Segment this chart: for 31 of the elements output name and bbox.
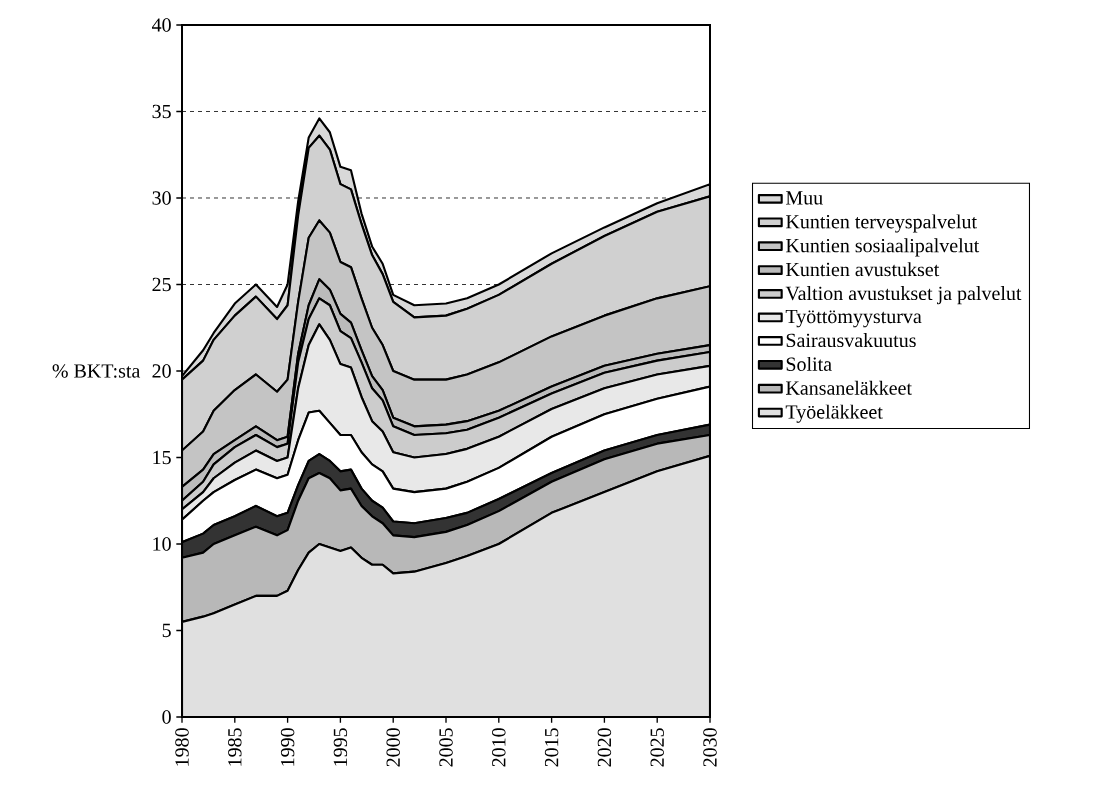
legend-label: Solita — [786, 356, 832, 371]
legend-label: Kuntien terveyspalvelut — [785, 214, 977, 233]
y-tick-label: 40 — [152, 18, 171, 32]
legend-label: Kansaneläkkeet — [785, 380, 912, 395]
y-tick-label: 0 — [162, 710, 171, 724]
x-tick-label: 2015 — [544, 728, 559, 767]
y-tick-label: 25 — [152, 277, 171, 292]
legend-label: Sairausvakuutus — [786, 333, 916, 348]
y-tick-label: 10 — [153, 537, 171, 551]
legend-label: Kuntien avustukset — [785, 262, 940, 277]
legend-label: Valtion avustukset ja palvelut — [785, 286, 1022, 305]
legend-label: Työttömyysturva — [785, 309, 922, 328]
y-tick-label: 15 — [153, 450, 171, 465]
x-tick-label: 2000 — [386, 728, 400, 767]
y-tick-label: 20 — [152, 364, 171, 378]
y-axis-title: % BKT:sta — [52, 364, 141, 378]
y-tick-label: 35 — [152, 104, 171, 119]
x-tick-label: 2025 — [650, 728, 664, 767]
x-tick-label: 2005 — [439, 728, 453, 767]
y-tick-label: 30 — [152, 191, 171, 205]
x-tick-label: 2010 — [492, 728, 506, 767]
x-tick-label: 1980 — [175, 728, 189, 766]
legend-label: Muu — [785, 191, 823, 205]
x-tick-label: 2030 — [703, 728, 717, 767]
x-tick-label: 1995 — [333, 728, 348, 766]
x-tick-label: 2020 — [597, 728, 612, 767]
y-tick-label: 5 — [162, 623, 171, 638]
legend-label: Kuntien sosiaalipalvelut — [785, 238, 980, 257]
x-tick-label: 1985 — [228, 728, 242, 766]
legend-label: Työeläkkeet — [785, 404, 883, 423]
x-tick-label: 1990 — [280, 728, 295, 766]
